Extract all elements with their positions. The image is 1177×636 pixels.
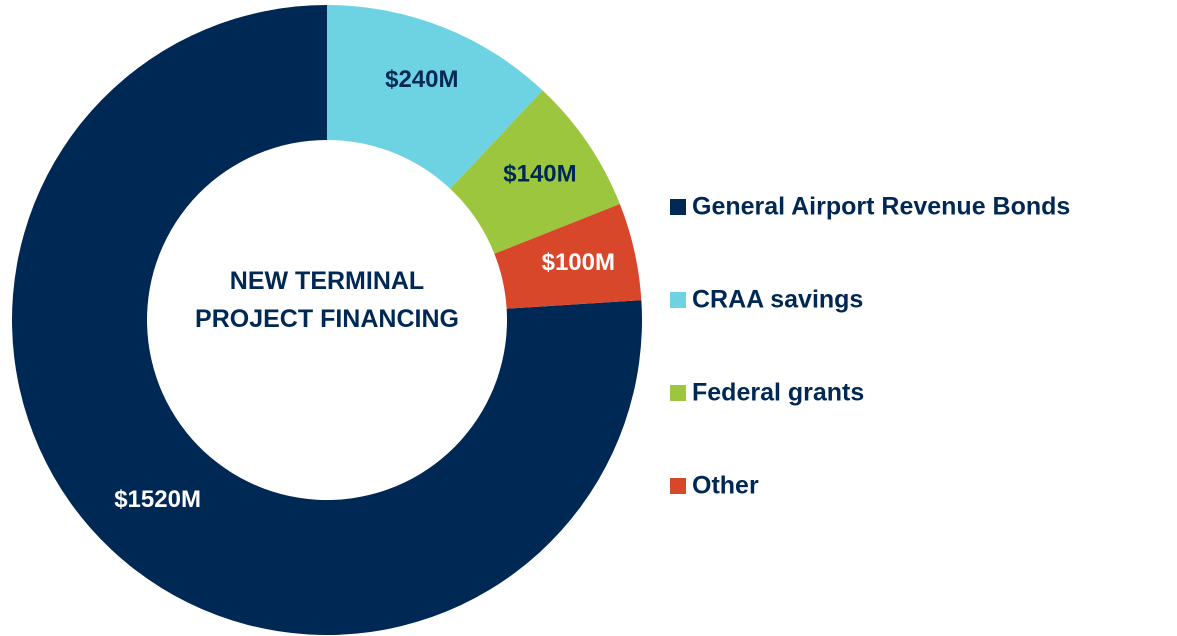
data-label: $140M <box>503 161 576 188</box>
donut-slice <box>450 90 620 254</box>
data-label: $100M <box>542 249 615 276</box>
donut-slice <box>327 5 543 189</box>
data-label: $240M <box>385 66 458 93</box>
legend-swatch <box>670 385 686 401</box>
chart-title: NEW TERMINAL PROJECT FINANCING <box>195 267 459 333</box>
legend-swatch <box>670 478 686 494</box>
data-label: $1520M <box>114 486 201 513</box>
legend-label: CRAA savings <box>692 286 863 314</box>
legend-label: Federal grants <box>692 379 864 407</box>
legend-swatch <box>670 199 686 215</box>
donut-slice <box>12 4 643 635</box>
donut-slice <box>494 204 642 309</box>
legend-label: Other <box>692 472 759 500</box>
legend-label: General Airport Revenue Bonds <box>692 193 1070 221</box>
legend-swatch <box>670 292 686 308</box>
